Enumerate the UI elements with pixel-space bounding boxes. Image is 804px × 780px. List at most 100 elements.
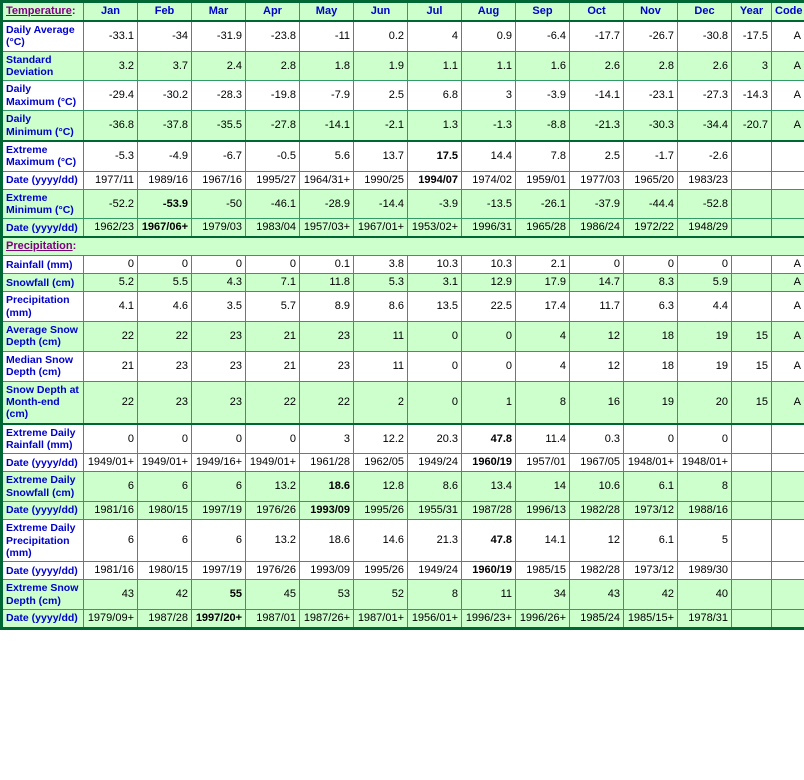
month-value-cell: 1.9 (353, 50, 408, 82)
month-value-cell: 1 (461, 380, 516, 425)
table-row: Extreme Snow Depth (cm) 43 42 55 45 53 52 8 11 34… (1, 579, 804, 610)
month-value-cell: 0 (407, 321, 462, 352)
month-value-cell: 1987/28 (461, 501, 516, 521)
month-value-cell: -26.1 (515, 188, 570, 220)
month-value-cell: -0.5 (245, 139, 300, 172)
row-label: Daily Minimum (°C) (1, 110, 84, 142)
month-value-cell: -2.1 (353, 110, 408, 142)
month-value-cell: 2.6 (569, 50, 624, 82)
month-value-cell: 23 (191, 350, 246, 382)
month-value-cell: -1.7 (623, 139, 678, 172)
month-value-cell: 1960/19 (461, 561, 516, 581)
month-value-cell: 13.2 (245, 519, 300, 563)
temperature-section-link[interactable]: Temperature (6, 5, 72, 17)
month-value-cell: 20 (677, 380, 732, 425)
month-value-cell: 6 (191, 519, 246, 563)
column-header-month: Jun (353, 0, 408, 22)
month-value-cell: 1957/01 (515, 453, 570, 473)
code-value-cell (771, 471, 804, 503)
month-value-cell: 22 (83, 380, 138, 425)
month-value-cell: 0 (461, 350, 516, 382)
month-value-cell: 1965/20 (623, 170, 678, 190)
month-value-cell: 34 (515, 579, 570, 610)
month-value-cell: 1.1 (461, 50, 516, 82)
month-value-cell: 4 (515, 350, 570, 382)
month-value-cell: 1976/26 (245, 501, 300, 521)
month-value-cell: 1973/12 (623, 561, 678, 581)
month-value-cell: 5.6 (299, 139, 354, 172)
month-value-cell: 1973/12 (623, 501, 678, 521)
month-value-cell: -4.9 (137, 139, 192, 172)
month-value-cell: -26.7 (623, 20, 678, 52)
month-value-cell: 2.6 (677, 50, 732, 82)
month-value-cell: 0 (191, 422, 246, 455)
month-value-cell: -46.1 (245, 188, 300, 220)
month-value-cell: 4.4 (677, 291, 732, 323)
month-value-cell: -14.1 (299, 110, 354, 142)
table-row: Standard Deviation 3.2 3.7 2.4 2.8 1.8 1.9 1.1 1… (1, 50, 804, 82)
month-value-cell: 11 (353, 321, 408, 352)
month-value-cell: 1997/19 (191, 561, 246, 581)
month-value-cell: 21.3 (407, 519, 462, 563)
month-value-cell: 1979/03 (191, 218, 246, 238)
month-value-cell: 4 (407, 20, 462, 52)
month-value-cell: 14.7 (569, 273, 624, 293)
month-value-cell: 1948/29 (677, 218, 732, 238)
row-label: Extreme Snow Depth (cm) (1, 579, 84, 610)
month-value-cell: -34 (137, 20, 192, 52)
month-value-cell: 0 (245, 422, 300, 455)
month-value-cell: 1983/04 (245, 218, 300, 238)
month-value-cell: 1996/23+ (461, 608, 516, 629)
table-row: Daily Average (°C) -33.1 -34 -31.9 -23.8 -11 0… (1, 20, 804, 52)
month-value-cell: 1981/16 (83, 501, 138, 521)
month-value-cell: 21 (83, 350, 138, 382)
month-value-cell: 0 (569, 255, 624, 275)
month-value-cell: 1964/31+ (299, 170, 354, 190)
year-value-cell (731, 291, 772, 323)
month-value-cell: -28.3 (191, 80, 246, 112)
row-label: Extreme Maximum (°C) (1, 139, 84, 172)
month-value-cell: 47.8 (461, 519, 516, 563)
month-value-cell: -33.1 (83, 20, 138, 52)
month-value-cell: 1987/26+ (299, 608, 354, 629)
month-value-cell: 1949/01+ (245, 453, 300, 473)
month-value-cell: 12.2 (353, 422, 408, 455)
month-value-cell: 43 (83, 579, 138, 610)
month-value-cell: 13.7 (353, 139, 408, 172)
row-label: Date (yyyy/dd) (1, 608, 84, 629)
month-value-cell: 6 (137, 471, 192, 503)
month-value-cell: 1997/19 (191, 501, 246, 521)
code-value-cell (771, 501, 804, 521)
month-value-cell: 5.5 (137, 273, 192, 293)
month-value-cell: 5.7 (245, 291, 300, 323)
table-row: Extreme Maximum (°C) -5.3 -4.9 -6.7 -0.5 5.6 1… (1, 139, 804, 172)
month-value-cell: -53.9 (137, 188, 192, 220)
table-header: Temperature: Jan Feb Mar Apr May Jun Jul Aug Sep O… (1, 0, 804, 22)
row-label: Date (yyyy/dd) (1, 218, 84, 238)
code-value-cell: A (771, 380, 804, 425)
month-value-cell: 2.8 (623, 50, 678, 82)
row-label: Extreme Daily Precipitation (mm) (1, 519, 84, 563)
month-value-cell: 17.9 (515, 273, 570, 293)
month-value-cell: 12 (569, 321, 624, 352)
month-value-cell: 6.1 (623, 519, 678, 563)
table-row: Snowfall (cm) 5.2 5.5 4.3 7.1 11.8 5.3 3.1 12.9 1… (1, 273, 804, 293)
month-value-cell: 1976/26 (245, 561, 300, 581)
month-value-cell: 23 (137, 380, 192, 425)
month-value-cell: -13.5 (461, 188, 516, 220)
month-value-cell: 0 (677, 255, 732, 275)
month-value-cell: 19 (623, 380, 678, 425)
month-value-cell: 45 (245, 579, 300, 610)
month-value-cell: 13.4 (461, 471, 516, 503)
month-value-cell: 7.1 (245, 273, 300, 293)
month-value-cell: 1994/07 (407, 170, 462, 190)
precipitation-section-link[interactable]: Precipitation (6, 240, 73, 253)
month-value-cell: 8.6 (353, 291, 408, 323)
year-value-cell (731, 608, 772, 629)
code-value-cell: A (771, 50, 804, 82)
month-value-cell: 21 (245, 350, 300, 382)
code-value-cell: A (771, 110, 804, 142)
column-header-month: Apr (245, 0, 300, 22)
month-value-cell: -52.8 (677, 188, 732, 220)
year-value-cell (731, 519, 772, 563)
